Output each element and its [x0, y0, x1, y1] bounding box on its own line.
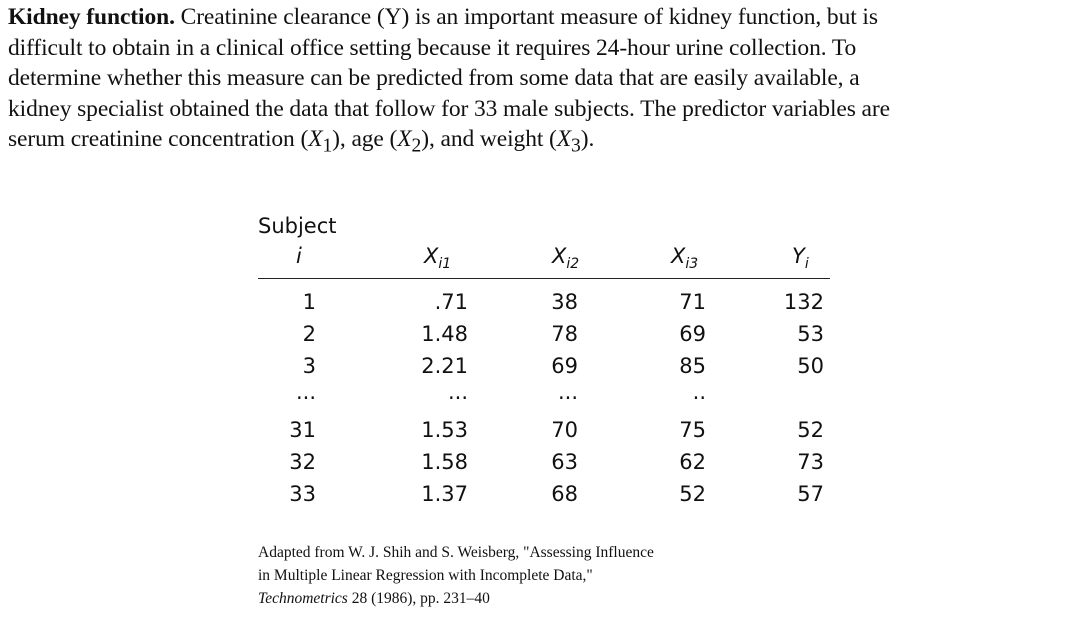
- paragraph-line-1: Kidney function. Creatinine clearance (Y…: [8, 2, 1066, 33]
- cell-x2: 63: [551, 450, 578, 474]
- table-row: 32 1.58 63 62 73: [258, 450, 830, 482]
- cell-x2: 68: [551, 482, 578, 506]
- cell-y: 132: [783, 290, 824, 314]
- source-line-3: Technometrics 28 (1986), pp. 231–40: [258, 587, 818, 610]
- cell-x3: 75: [679, 418, 706, 442]
- cell-y: 53: [797, 322, 824, 346]
- subject-header: Subject: [258, 214, 337, 238]
- line5-part-b: ), age (: [332, 126, 398, 152]
- cell-subject: 3: [302, 354, 316, 378]
- cell-x3: 52: [679, 482, 706, 506]
- table-row: 1 .71 38 71 132: [258, 290, 830, 322]
- source-journal: Technometrics: [258, 590, 348, 607]
- cell-subject: 32: [289, 450, 316, 474]
- source-citation: Adapted from W. J. Shih and S. Weisberg,…: [258, 541, 818, 610]
- cell-y: 52: [797, 418, 824, 442]
- column-header-y-main: Y: [792, 244, 805, 268]
- cell-x2: 69: [551, 354, 578, 378]
- column-header-x1-main: X: [424, 244, 439, 268]
- paragraph-line1-text: Creatinine clearance (Y) is an important…: [174, 4, 878, 30]
- paragraph-line-2: difficult to obtain in a clinical office…: [8, 34, 857, 61]
- var-x1-sub: 1: [322, 135, 333, 157]
- column-header-x2: Xi2: [552, 244, 579, 272]
- cell-x2: 38: [551, 290, 578, 314]
- column-header-x2-main: X: [552, 244, 567, 268]
- cell-subject: 31: [289, 418, 316, 442]
- table-row: 2 1.48 78 69 53: [258, 322, 830, 354]
- cell-x1: ...: [447, 380, 468, 404]
- table-row-ellipsis: ... ... ... ..: [258, 380, 830, 412]
- cell-x1: 1.37: [421, 482, 468, 506]
- source-line-1: Adapted from W. J. Shih and S. Weisberg,…: [258, 544, 654, 561]
- column-header-i: i: [296, 244, 302, 268]
- table-row: 33 1.37 68 52 57: [258, 482, 830, 514]
- cell-subject: ...: [295, 380, 316, 404]
- line5-part-d: ).: [580, 126, 595, 152]
- cell-x1: 1.53: [421, 418, 468, 442]
- cell-x2: 78: [551, 322, 578, 346]
- cell-x3: 62: [679, 450, 706, 474]
- paragraph-line-5: serum creatinine concentration (X1), age…: [8, 124, 1066, 162]
- problem-paragraph: Kidney function. Creatinine clearance (Y…: [8, 2, 1066, 162]
- cell-x3: 85: [679, 354, 706, 378]
- table-row: 3 2.21 69 85 50: [258, 354, 830, 386]
- cell-x3: ..: [692, 380, 706, 404]
- cell-subject: 2: [302, 322, 316, 346]
- source-line-3-rest: 28 (1986), pp. 231–40: [347, 590, 490, 607]
- cell-x2: 70: [551, 418, 578, 442]
- cell-x1: 1.58: [421, 450, 468, 474]
- cell-x2: ...: [557, 380, 578, 404]
- problem-title: Kidney function.: [8, 4, 175, 30]
- paragraph-line-4: kidney specialist obtained the data that…: [8, 95, 890, 122]
- cell-y: 73: [797, 450, 824, 474]
- column-header-y: Yi: [792, 244, 809, 272]
- line5-part-c: ), and weight (: [421, 126, 557, 152]
- column-header-x1-sub: i1: [438, 256, 452, 273]
- var-x3: X: [556, 126, 572, 152]
- cell-subject: 1: [302, 290, 316, 314]
- var-x2: X: [397, 126, 412, 152]
- cell-x3: 71: [679, 290, 706, 314]
- cell-y: 57: [797, 482, 824, 506]
- line5-part-a: serum creatinine concentration (: [8, 126, 309, 152]
- column-header-x1: Xi1: [424, 244, 451, 272]
- table-row: 31 1.53 70 75 52: [258, 418, 830, 450]
- column-header-x3-main: X: [671, 244, 686, 268]
- source-line-2: in Multiple Linear Regression with Incom…: [258, 567, 593, 584]
- cell-subject: 33: [289, 482, 316, 506]
- cell-x1: .71: [434, 290, 468, 314]
- column-header-i-main: i: [296, 244, 302, 268]
- column-header-x3: Xi3: [671, 244, 698, 272]
- column-header-row: i Xi1 Xi2 Xi3 Yi: [258, 244, 830, 279]
- column-header-y-sub: i: [804, 256, 809, 273]
- column-header-x3-sub: i3: [685, 256, 699, 273]
- column-header-x2-sub: i2: [566, 256, 580, 273]
- paragraph-line-3: determine whether this measure can be pr…: [8, 65, 860, 91]
- var-x3-sub: 3: [571, 135, 581, 157]
- var-x1: X: [308, 126, 323, 152]
- cell-x1: 2.21: [421, 354, 468, 378]
- var-x2-sub: 2: [411, 135, 422, 157]
- cell-x1: 1.48: [421, 322, 468, 346]
- cell-y: 50: [797, 354, 824, 378]
- cell-x3: 69: [679, 322, 706, 346]
